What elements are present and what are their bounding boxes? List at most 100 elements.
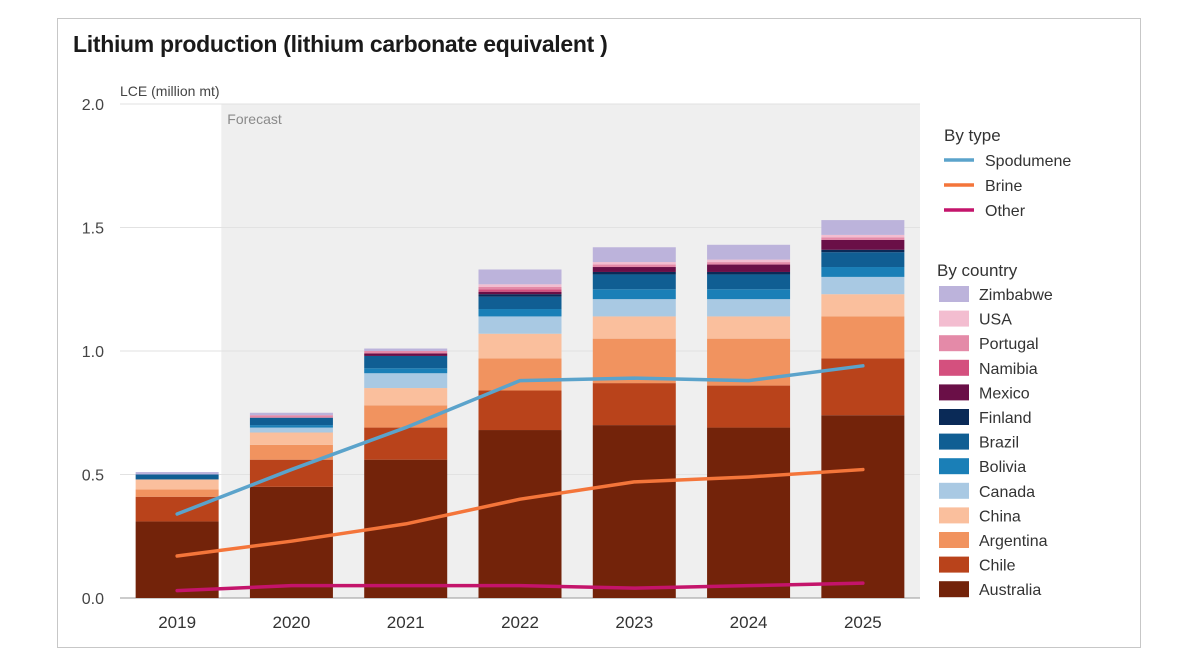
bar-segment bbox=[592, 271, 676, 275]
legend-country-label: Bolivia bbox=[979, 459, 1026, 476]
bar-segment bbox=[364, 351, 448, 354]
bar-segment bbox=[135, 479, 219, 490]
bar-segment bbox=[135, 521, 219, 598]
bar-segment bbox=[478, 358, 562, 391]
series-line bbox=[175, 467, 865, 558]
bar-segment bbox=[478, 296, 562, 310]
series-line bbox=[175, 364, 865, 516]
y-tick-label: 2.0 bbox=[82, 97, 104, 114]
bar-segment bbox=[478, 309, 562, 317]
legend-swatch bbox=[939, 556, 969, 573]
legend-swatch bbox=[939, 359, 969, 376]
bar-segment bbox=[707, 427, 791, 598]
legend-swatch bbox=[939, 409, 969, 425]
bar-segment bbox=[592, 338, 676, 384]
y-tick-label: 0.5 bbox=[82, 468, 104, 485]
bar-segment bbox=[478, 291, 562, 295]
bar-segment bbox=[707, 385, 791, 428]
bar-segment bbox=[592, 264, 676, 268]
bar-segment bbox=[821, 249, 905, 253]
bar-segment bbox=[364, 368, 448, 374]
bar-segment bbox=[592, 299, 676, 317]
bar-segment bbox=[707, 259, 791, 263]
bar-segment bbox=[592, 247, 676, 263]
bar-segment bbox=[821, 276, 905, 295]
legend-swatch bbox=[939, 384, 969, 401]
bar-segment bbox=[592, 274, 676, 290]
bar-segment bbox=[821, 239, 905, 250]
x-tick-label: 2022 bbox=[501, 613, 539, 632]
legend-country-label: Mexico bbox=[979, 385, 1030, 402]
bar-segment bbox=[592, 262, 676, 265]
bar-segment bbox=[249, 425, 333, 428]
bar-segment bbox=[364, 348, 448, 351]
bar-segment bbox=[364, 405, 448, 428]
legend-country-label: Brazil bbox=[979, 435, 1019, 452]
x-tick-label: 2025 bbox=[844, 613, 882, 632]
legend-country-label: Argentina bbox=[979, 533, 1048, 550]
bar-segment bbox=[592, 289, 676, 300]
bar-segment bbox=[364, 373, 448, 389]
legend-swatch bbox=[939, 581, 969, 598]
legend-swatch bbox=[939, 335, 969, 352]
series-line bbox=[175, 581, 865, 593]
bar-segment bbox=[478, 284, 562, 287]
bar-segment bbox=[478, 286, 562, 290]
legend-country-label: Namibia bbox=[979, 361, 1038, 378]
legend-swatch bbox=[939, 482, 969, 499]
bar-segment bbox=[821, 316, 905, 359]
bar-segment bbox=[249, 415, 333, 418]
bar-segment bbox=[364, 388, 448, 406]
bar-segment bbox=[592, 425, 676, 598]
bar-segment bbox=[707, 274, 791, 290]
legend-country-label: Chile bbox=[979, 558, 1016, 575]
bar-segment bbox=[707, 316, 791, 339]
bar-segment bbox=[364, 353, 448, 356]
bar-segment bbox=[592, 383, 676, 426]
chart-title: Lithium production (lithium carbonate eq… bbox=[73, 31, 608, 57]
legend-swatch bbox=[939, 286, 969, 302]
legend-swatch bbox=[939, 458, 969, 475]
bar-segment bbox=[707, 289, 791, 300]
legend-swatch bbox=[939, 532, 969, 548]
x-tick-label: 2019 bbox=[158, 613, 196, 632]
bar-segment bbox=[249, 459, 333, 487]
bar-segment bbox=[821, 415, 905, 598]
legend-swatch bbox=[939, 507, 969, 524]
x-tick-label: 2024 bbox=[730, 613, 768, 632]
legend-swatch bbox=[939, 433, 969, 450]
bar-segment bbox=[821, 252, 905, 268]
bar-segment bbox=[478, 289, 562, 292]
bar-segment bbox=[135, 472, 219, 475]
legend-heading-country: By country bbox=[937, 261, 1018, 280]
bar-segment bbox=[821, 267, 905, 277]
bar-segment bbox=[249, 432, 333, 445]
bar-segment bbox=[821, 294, 905, 317]
bar-segment bbox=[249, 412, 333, 416]
bar-segment bbox=[478, 333, 562, 359]
legend-heading-type: By type bbox=[944, 126, 1001, 145]
x-tick-label: 2023 bbox=[615, 613, 653, 632]
bar-segment bbox=[135, 474, 219, 480]
bar-segment bbox=[478, 316, 562, 334]
bar-segment bbox=[592, 267, 676, 272]
bar-segment bbox=[707, 244, 791, 260]
bar-segment bbox=[592, 316, 676, 339]
bar-segment bbox=[478, 269, 562, 285]
bar-segment bbox=[249, 417, 333, 426]
y-axis-label: LCE (million mt) bbox=[120, 83, 220, 99]
y-tick-label: 1.0 bbox=[82, 344, 104, 361]
bar-segment bbox=[707, 262, 791, 265]
legend-swatch bbox=[939, 310, 969, 327]
bar-segment bbox=[821, 220, 905, 235]
y-tick-label: 0.0 bbox=[82, 591, 104, 608]
legend-country-label: Canada bbox=[979, 484, 1035, 501]
bar-segment bbox=[364, 355, 448, 369]
bar-segment bbox=[478, 430, 562, 598]
y-tick-label: 1.5 bbox=[82, 221, 104, 238]
x-tick-label: 2020 bbox=[273, 613, 311, 632]
bar-segment bbox=[135, 496, 219, 522]
bar-segment bbox=[249, 444, 333, 460]
bar-segment bbox=[821, 234, 905, 238]
